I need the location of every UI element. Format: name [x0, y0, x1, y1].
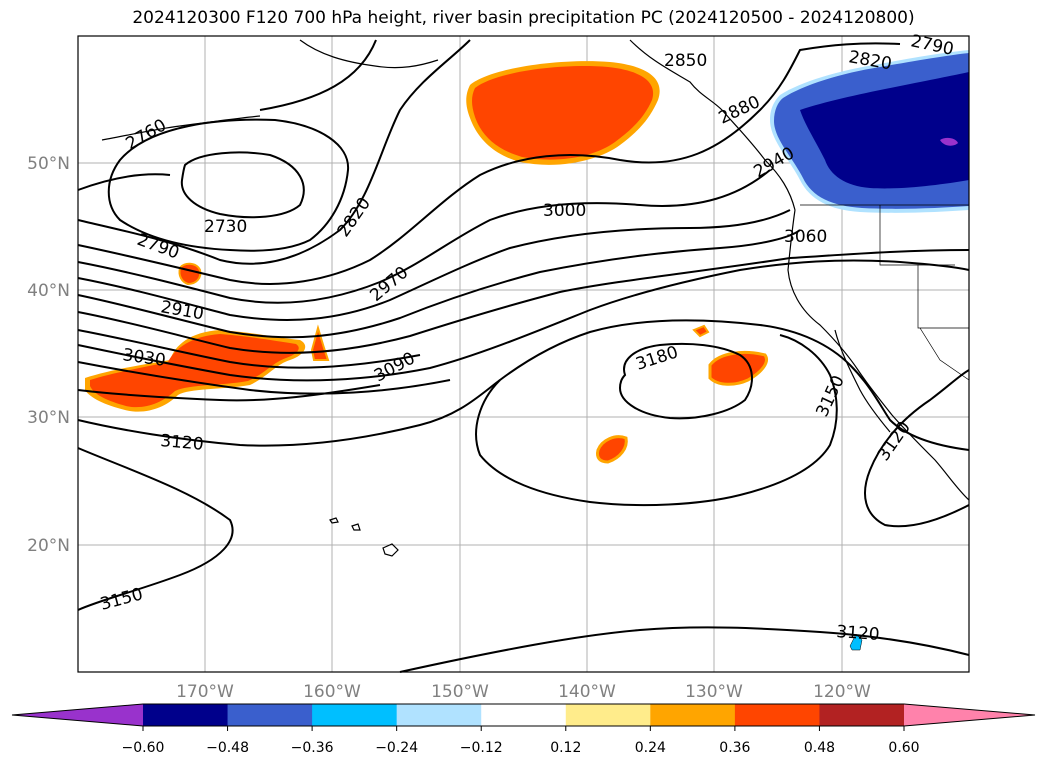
- lon-labels: 170°W 160°W 150°W 140°W 130°W 120°W: [176, 682, 871, 702]
- lat-label: 40°N: [27, 281, 70, 301]
- colorbar-ticks: [142, 726, 905, 731]
- contour-label: 3000: [543, 201, 586, 221]
- colorbar-segment: [312, 704, 398, 726]
- contour-label: 2730: [204, 217, 247, 237]
- colorbar-tick-label: −0.60: [122, 740, 165, 756]
- colorbar-tick-label: 0.48: [804, 740, 835, 756]
- precip-negative-areas: [770, 50, 969, 651]
- colorbar-tick-label: 0.24: [635, 740, 666, 756]
- map-title: 2024120300 F120 700 hPa height, river ba…: [132, 8, 915, 28]
- colorbar-segment: [565, 704, 651, 726]
- contour-label: 3120: [160, 431, 205, 455]
- coastlines: [101, 39, 970, 557]
- colorbar-segment: [650, 704, 736, 726]
- lat-label: 20°N: [27, 536, 70, 556]
- colorbar-segment: [734, 704, 820, 726]
- lat-labels: 50°N 40°N 30°N 20°N: [27, 154, 70, 556]
- colorbar-tick-label: 0.12: [550, 740, 581, 756]
- colorbar-tick-label: 0.60: [888, 740, 919, 756]
- lon-label: 140°W: [558, 682, 616, 702]
- lon-label: 150°W: [431, 682, 489, 702]
- contour-label: 3060: [784, 227, 827, 247]
- colorbar-segment: [819, 704, 905, 726]
- colorbar-tick-label: −0.24: [375, 740, 418, 756]
- height-contours: [77, 39, 970, 673]
- colorbar: −0.60 −0.48 −0.36 −0.24 −0.12 0.12 0.24 0.36 0.4…: [11, 703, 1036, 756]
- colorbar-tick-label: 0.36: [719, 740, 750, 756]
- colorbar-segment: [143, 704, 229, 726]
- colorbar-tick-label: −0.48: [206, 740, 249, 756]
- lat-label: 50°N: [27, 154, 70, 174]
- colorbar-segment: [227, 704, 313, 726]
- colorbar-tick-labels: −0.60 −0.48 −0.36 −0.24 −0.12 0.12 0.24 0.36 0.4…: [122, 740, 920, 756]
- colorbar-tick-label: −0.36: [291, 740, 334, 756]
- lon-label: 120°W: [813, 682, 871, 702]
- colorbar-extend-low: [12, 704, 143, 726]
- lon-label: 130°W: [685, 682, 743, 702]
- colorbar-segment: [481, 704, 567, 726]
- lat-label: 30°N: [27, 408, 70, 428]
- contour-label: 2850: [664, 51, 707, 71]
- contour-label: 3120: [836, 622, 881, 645]
- colorbar-segment: [396, 704, 482, 726]
- colorbar-tick-label: −0.12: [460, 740, 503, 756]
- map-frame: [77, 35, 970, 673]
- colorbar-segments: [143, 704, 905, 726]
- lon-label: 170°W: [176, 682, 234, 702]
- colorbar-extend-high: [904, 704, 1035, 726]
- lon-label: 160°W: [303, 682, 361, 702]
